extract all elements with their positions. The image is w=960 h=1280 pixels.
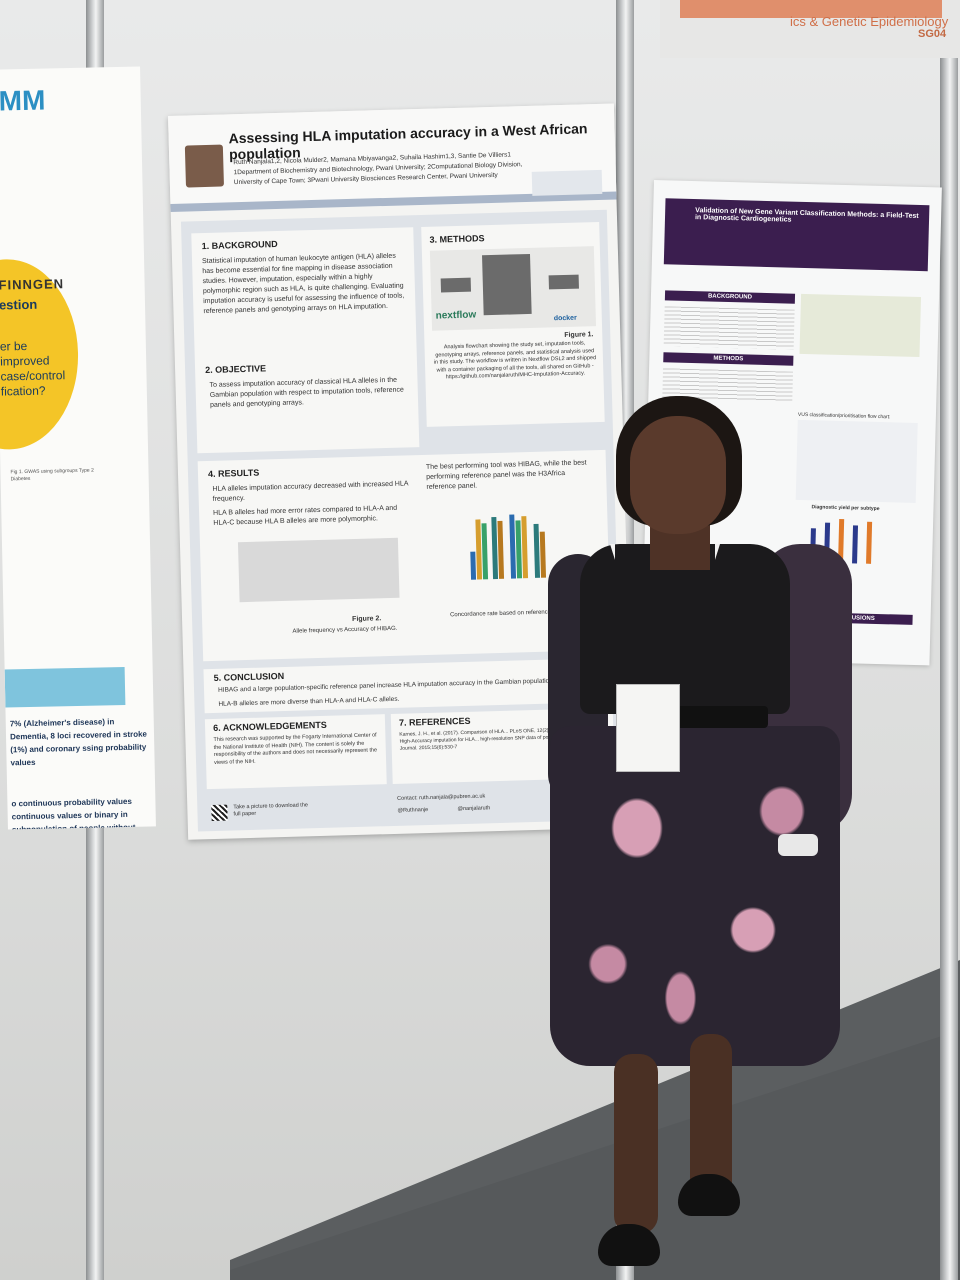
objective-heading: 2. OBJECTIVE (204, 363, 267, 376)
background-text: Statistical imputation of human leukocyt… (201, 252, 405, 316)
take-picture-note: Take a picture to download the full pape… (233, 802, 308, 818)
presenter (540, 394, 860, 1274)
allele-frequency-plot (237, 537, 400, 603)
author-photo (184, 144, 224, 188)
chart-bar (866, 521, 873, 564)
left-shoe (598, 1224, 660, 1266)
results-point-1: HLA alleles imputation accuracy decrease… (212, 480, 409, 503)
right-poster-header: Validation of New Gene Variant Classific… (663, 198, 930, 272)
results-point-2: HLA B alleles had more error rates compa… (213, 504, 398, 527)
chart-bar (470, 551, 477, 580)
question-heading: estion (0, 296, 38, 313)
poster-logo: MM (0, 84, 46, 117)
result-text-2: o continuous probability values continuo… (11, 796, 136, 830)
references-heading: 7. REFERENCES (398, 715, 471, 728)
background-box: 1. BACKGROUND Statistical imputation of … (191, 227, 420, 454)
methods-heading: 3. METHODS (429, 233, 485, 245)
left-leg (614, 1054, 658, 1234)
result-text: 7% (Alzheimer's disease) in Dementia, 8 … (9, 717, 148, 768)
booth-post (940, 0, 958, 1280)
chart-bar (481, 523, 489, 580)
left-poster: MM FINNGEN estion er be improved case/co… (0, 66, 156, 830)
session-track: ics & Genetic Epidemiology (790, 14, 949, 29)
nextflow-logo: nextflow (435, 309, 477, 322)
blue-band (4, 666, 126, 708)
right-shoe (678, 1174, 740, 1216)
results-table (799, 293, 922, 358)
university-logos (531, 169, 603, 196)
figure2-caption: Allele frequency vs Accuracy of HIBAG. (292, 625, 398, 635)
banner-strip (680, 0, 942, 18)
chart-bar (497, 520, 505, 579)
smartwatch (778, 834, 818, 856)
chart-bar (521, 516, 529, 579)
twitter-handle: @Ruthnanje (397, 807, 429, 814)
methods-section: METHODS (663, 352, 794, 366)
qr-code (211, 804, 228, 822)
name-badge (616, 684, 680, 772)
black-blouse (580, 544, 790, 714)
conclusion-heading: 5. CONCLUSION (213, 670, 285, 683)
background-section: BACKGROUND (664, 290, 796, 304)
acknowledgements-text: This research was supported by the Fogar… (213, 732, 378, 766)
session-code: SG04 (918, 28, 947, 40)
flow-node (440, 277, 472, 293)
flow-node (482, 253, 532, 316)
patterned-skirt (550, 726, 840, 1066)
figure1-caption: Analysis flowchart showing the study set… (433, 340, 597, 381)
acknowledgements-heading: 6. ACKNOWLEDGEMENTS (212, 719, 327, 733)
background-heading: 1. BACKGROUND (201, 238, 278, 252)
figure-note: Fig 1. GWAS using subgroups Type 2 Diabe… (10, 467, 94, 483)
docker-logo: docker (553, 314, 577, 323)
instagram-handle: @nanjalaruth (457, 805, 491, 813)
contact-email: Contact: ruth.nanjala@pubren.ac.uk (397, 793, 486, 802)
results-heading: 4. RESULTS (207, 467, 260, 480)
background-text (663, 306, 795, 350)
acknowledgements-box: 6. ACKNOWLEDGEMENTS This research was su… (204, 714, 387, 790)
question-text: er be improved case/control fication? (0, 338, 66, 399)
right-poster-title: Validation of New Gene Variant Classific… (694, 207, 919, 224)
face (630, 416, 726, 534)
objective-text: To assess imputation accuracy of classic… (209, 376, 405, 409)
finngen-logo: FINNGEN (0, 276, 65, 293)
flow-node (548, 274, 579, 290)
